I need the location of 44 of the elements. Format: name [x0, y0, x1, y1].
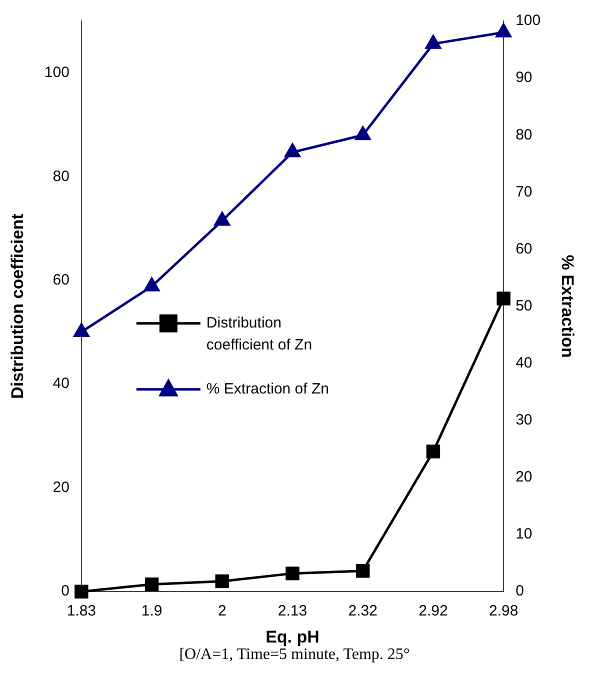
point: [426, 444, 440, 458]
y2-tick-label: 70: [516, 183, 532, 200]
point: [495, 22, 512, 38]
point: [286, 566, 300, 580]
y2-tick-label: 50: [516, 297, 532, 314]
y2-tick-label: 80: [516, 126, 532, 144]
point: [284, 142, 301, 158]
point: [74, 584, 88, 598]
x-tick-label: 2.98: [488, 602, 518, 620]
y2-tick-label: 100: [516, 12, 541, 30]
y2-tick-label: 40: [516, 354, 532, 372]
point: [354, 126, 372, 140]
y-tick-label: 60: [52, 272, 70, 289]
x-axis-title: Eq. pH: [266, 627, 320, 646]
y2-tick-label: 30: [516, 412, 532, 429]
text: [O/A=1, Time=5 minute, Temp. 25°: [178, 646, 411, 664]
point: [215, 574, 230, 588]
y2-tick-label: 20: [516, 468, 532, 486]
y-tick-label: 80: [52, 168, 70, 185]
y2-tick-label: 0: [516, 582, 524, 600]
point: [143, 276, 160, 292]
x-tick-label: 2: [218, 602, 226, 620]
y-tick-label: 0: [61, 582, 70, 600]
point: [214, 211, 230, 226]
point: [144, 577, 159, 592]
point: [73, 322, 90, 337]
y-axis-title: Distribution coefficient: [8, 213, 27, 399]
x-tick-label: 2.92: [418, 602, 448, 620]
x-tick-label: 2.32: [348, 602, 378, 620]
x-tick-label: 1.83: [66, 602, 96, 620]
y2-tick-label: 60: [516, 240, 532, 258]
y2-tick-label: 10: [516, 526, 532, 543]
legend-label: % Extraction of Zn: [206, 380, 329, 398]
x-tick-label: 2.13: [278, 602, 308, 620]
y-tick-label: 100: [44, 64, 70, 82]
y-tick-label: 40: [52, 375, 70, 392]
y2-axis-title: % Extraction: [558, 254, 578, 358]
legend-label: Distribution coefficient of Zn: [206, 314, 312, 354]
x-tick-label: 1.9: [141, 602, 162, 620]
y2-tick-label: 90: [516, 69, 532, 86]
point: [496, 292, 510, 306]
y-tick-label: 20: [52, 478, 70, 496]
point: [424, 34, 442, 49]
point: [356, 564, 370, 578]
